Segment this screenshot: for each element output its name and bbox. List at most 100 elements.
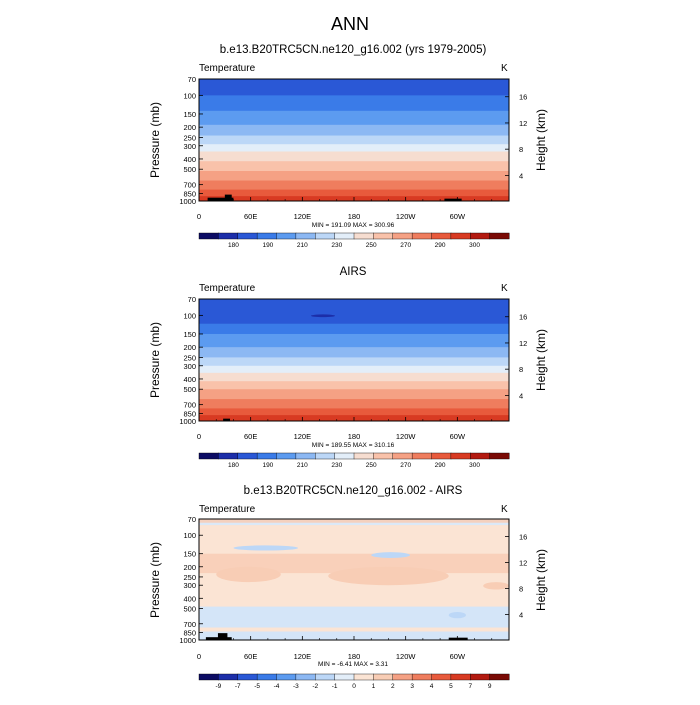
colorbar-swatch	[392, 232, 413, 240]
y2-axis-label: Height (km)	[534, 109, 548, 171]
contour-band	[199, 189, 509, 197]
contour-band	[199, 180, 509, 191]
x-tick-label: 120E	[294, 652, 312, 661]
colorbar-swatch	[315, 232, 336, 240]
contour-patch	[199, 553, 509, 574]
colorbar-label: 210	[297, 242, 308, 249]
y2-tick-label: 4	[519, 611, 523, 620]
colorbar-swatch	[411, 232, 432, 240]
y-tick-label: 250	[183, 573, 196, 582]
y2-tick-label: 16	[519, 313, 527, 322]
x-tick-label: 120E	[294, 212, 312, 221]
y-axis-label: Pressure (mb)	[148, 322, 162, 398]
colorbar-swatch	[353, 232, 374, 240]
terrain-mask	[207, 197, 234, 201]
colorbar-swatch	[315, 452, 336, 460]
contour-patch	[216, 566, 281, 583]
colorbar-swatch	[353, 452, 374, 460]
contour-patch	[483, 582, 509, 590]
colorbar-swatch	[411, 673, 432, 681]
x-tick-label: 180	[348, 212, 361, 221]
colorbar-swatch	[470, 452, 491, 460]
colorbar-label: 230	[331, 462, 342, 469]
colorbar-label: 4	[430, 683, 434, 690]
y-tick-label: 300	[183, 362, 196, 371]
colorbar-label: 230	[331, 242, 342, 249]
colorbar-label: 3	[410, 683, 414, 690]
contour-patch	[310, 314, 336, 318]
unit-label: K	[501, 283, 508, 294]
contour-patch	[233, 545, 299, 551]
colorbar-swatch	[353, 673, 374, 681]
contour-band	[199, 347, 509, 358]
y2-tick-label: 16	[519, 93, 527, 102]
colorbar-swatch	[334, 673, 355, 681]
colorbar: 180 190 210 230 250 270 290 300	[198, 452, 510, 469]
colorbar-label: -1	[332, 683, 338, 690]
x-tick-label: 180	[348, 432, 361, 441]
x-tick-label: 60E	[244, 652, 257, 661]
y-tick-label: 70	[188, 515, 196, 524]
contour-patch	[328, 566, 449, 586]
y-tick-label: 100	[183, 311, 196, 320]
colorbar-swatch	[198, 232, 219, 240]
colorbar-swatch	[256, 673, 277, 681]
y2-tick-label: 8	[519, 365, 523, 374]
x-tick-label: 60W	[450, 212, 466, 221]
figure-main-title: ANN	[331, 14, 369, 34]
colorbar-label: 2	[391, 683, 395, 690]
terrain-mask	[217, 633, 228, 640]
colorbar-label: 180	[228, 462, 239, 469]
colorbar-swatch	[431, 673, 452, 681]
colorbar-label: 9	[488, 683, 492, 690]
y-tick-label: 1000	[179, 636, 196, 645]
x-tick-label: 120W	[396, 432, 417, 441]
variable-label: Temperature	[199, 504, 256, 515]
panel-title: b.e13.B20TRC5CN.ne120_g16.002 (yrs 1979-…	[220, 44, 487, 56]
y-tick-label: 500	[183, 165, 196, 174]
y2-tick-label: 4	[519, 391, 523, 400]
colorbar-label: -9	[215, 683, 221, 690]
y-tick-label: 200	[183, 343, 196, 352]
y-tick-label: 300	[183, 142, 196, 151]
x-tick-label: 0	[197, 432, 201, 441]
y-tick-label: 150	[183, 110, 196, 119]
colorbar-label: 270	[400, 242, 411, 249]
colorbar-label: -5	[254, 683, 260, 690]
colorbar-label: 1	[372, 683, 376, 690]
colorbar: -9 -7 -5 -4 -3 -2 -1 0 1 2 3 4 5 7 9	[198, 673, 510, 690]
y-tick-label: 250	[183, 353, 196, 362]
colorbar-label: 300	[469, 462, 480, 469]
colorbar-swatch	[295, 452, 316, 460]
contour-band	[199, 381, 509, 390]
colorbar-label: -4	[274, 683, 280, 690]
y2-tick-label: 12	[519, 559, 527, 568]
x-tick-label: 180	[348, 652, 361, 661]
terrain-mask	[444, 198, 462, 201]
colorbar-label: -2	[312, 683, 318, 690]
colorbar-label: -7	[235, 683, 241, 690]
variable-label: Temperature	[199, 63, 256, 74]
y-tick-label: 150	[183, 550, 196, 559]
colorbar-swatch	[392, 452, 413, 460]
y2-axis-label: Height (km)	[534, 549, 548, 611]
y-tick-label: 850	[183, 629, 196, 638]
colorbar-label: 180	[228, 242, 239, 249]
y-tick-label: 400	[183, 594, 196, 603]
colorbar-label: 300	[469, 242, 480, 249]
stats-text: MIN = -6.41 MAX = 3.31	[318, 661, 388, 668]
contour-band	[199, 323, 509, 335]
colorbar-swatch	[237, 673, 258, 681]
colorbar-swatch	[373, 232, 394, 240]
colorbar-swatch	[392, 673, 413, 681]
colorbar-swatch	[276, 673, 297, 681]
contour-band	[199, 135, 509, 145]
y-tick-label: 1000	[179, 197, 196, 206]
contour-band	[199, 144, 509, 153]
y-tick-label: 500	[183, 385, 196, 394]
colorbar-swatch	[489, 673, 510, 681]
y2-tick-label: 12	[519, 119, 527, 128]
